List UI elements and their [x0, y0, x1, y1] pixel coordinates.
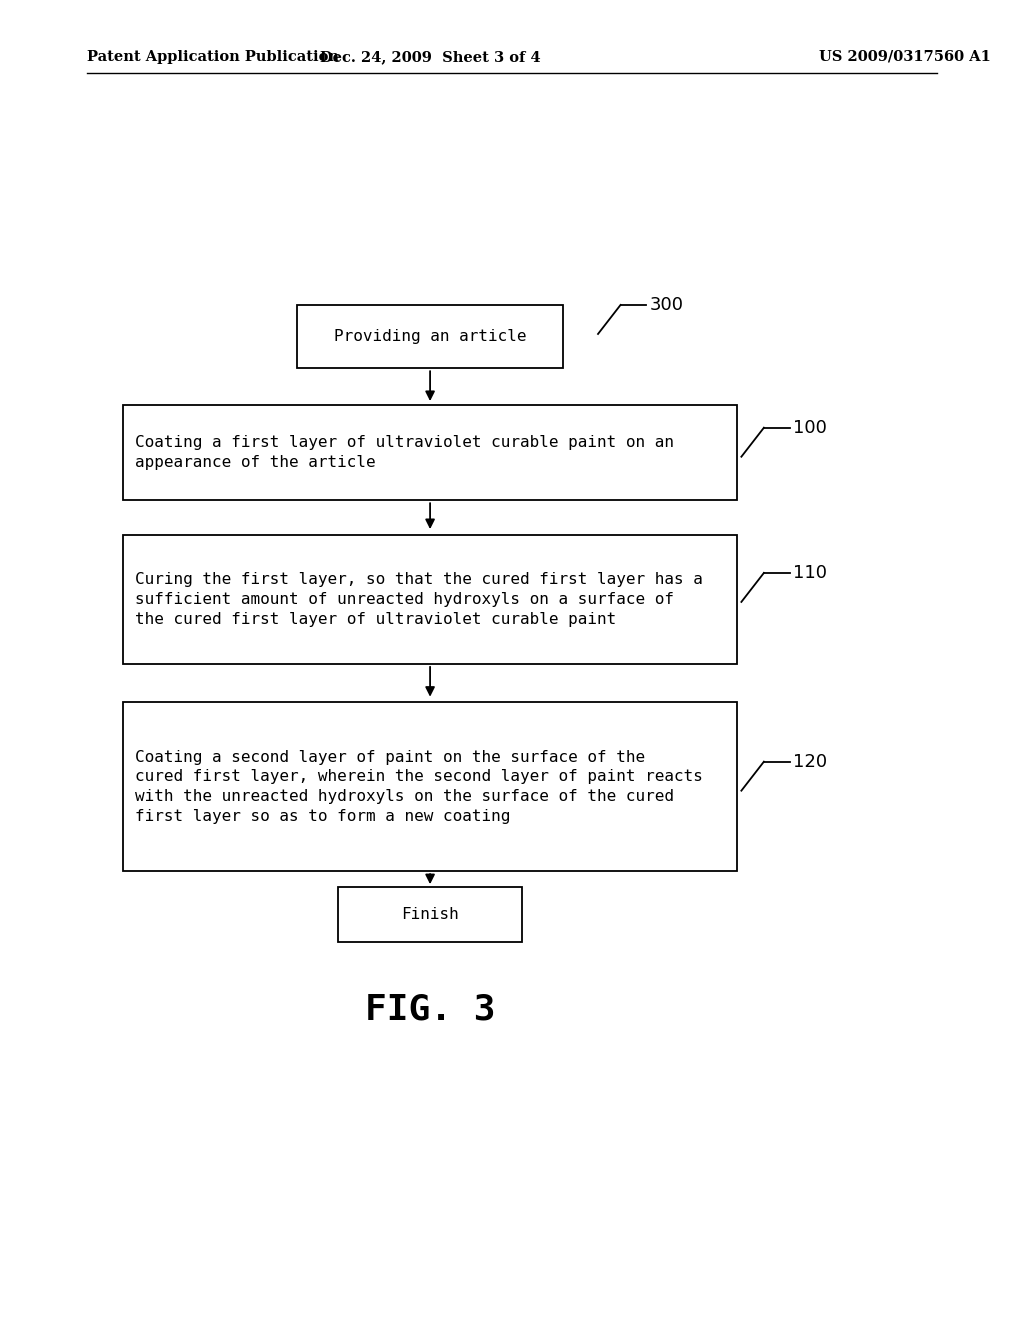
Text: 110: 110	[793, 564, 826, 582]
Text: 100: 100	[793, 418, 826, 437]
Text: Coating a second layer of paint on the surface of the
cured first layer, wherein: Coating a second layer of paint on the s…	[135, 750, 703, 824]
Text: Providing an article: Providing an article	[334, 329, 526, 345]
Text: Curing the first layer, so that the cured first layer has a
sufficient amount of: Curing the first layer, so that the cure…	[135, 572, 703, 627]
Bar	[123, 535, 737, 664]
Text: Coating a first layer of ultraviolet curable paint on an
appearance of the artic: Coating a first layer of ultraviolet cur…	[135, 436, 674, 470]
Text: US 2009/0317560 A1: US 2009/0317560 A1	[819, 50, 991, 63]
Bar	[338, 887, 522, 942]
Text: Dec. 24, 2009  Sheet 3 of 4: Dec. 24, 2009 Sheet 3 of 4	[319, 50, 541, 63]
Bar	[123, 405, 737, 500]
Bar	[297, 305, 563, 368]
Text: 300: 300	[649, 296, 683, 314]
Text: Finish: Finish	[401, 907, 459, 923]
Text: Patent Application Publication: Patent Application Publication	[87, 50, 339, 63]
Text: FIG. 3: FIG. 3	[365, 993, 496, 1027]
Text: 120: 120	[793, 752, 826, 771]
Bar	[123, 702, 737, 871]
